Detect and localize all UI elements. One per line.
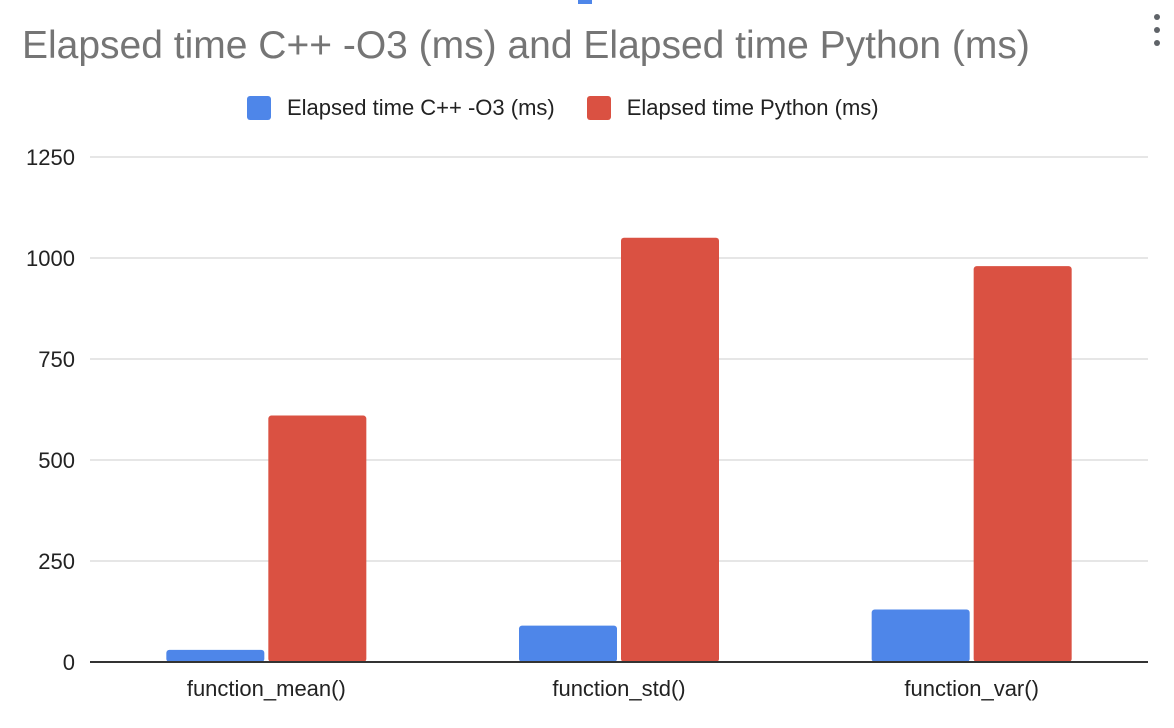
more-vert-icon[interactable]: [1152, 14, 1162, 46]
y-tick-label: 0: [63, 650, 75, 675]
bar-python-1[interactable]: [268, 415, 367, 662]
x-tick-label: function_mean(): [187, 676, 346, 701]
legend-label-cpp: Elapsed time C++ -O3 (ms): [287, 95, 555, 120]
menu-dot: [1154, 14, 1160, 20]
selection-marker: [578, 0, 592, 4]
legend-label-python: Elapsed time Python (ms): [626, 95, 879, 120]
bar-cpp-2[interactable]: [519, 625, 617, 662]
x-tick-label: function_std(): [552, 676, 685, 701]
legend-item-python: Elapsed time Python (ms): [586, 95, 879, 121]
bar-python-3[interactable]: [973, 266, 1072, 662]
y-tick-label: 1250: [26, 145, 75, 170]
bar-cpp-1[interactable]: [166, 649, 265, 662]
legend-item-cpp: Elapsed time C++ -O3 (ms): [247, 95, 555, 121]
legend-swatch-python: [586, 96, 611, 120]
menu-dot: [1154, 27, 1160, 33]
y-tick-label: 1000: [26, 246, 75, 271]
y-tick-label: 500: [38, 448, 75, 473]
legend: Elapsed time C++ -O3 (ms) Elapsed time P…: [247, 95, 911, 121]
chart-title: Elapsed time C++ -O3 (ms) and Elapsed ti…: [22, 24, 1030, 67]
y-tick-label: 250: [38, 549, 75, 574]
bar-cpp-3[interactable]: [871, 609, 970, 662]
y-tick-label: 750: [38, 347, 75, 372]
legend-swatch-cpp: [247, 96, 271, 120]
menu-dot: [1154, 40, 1160, 46]
x-tick-label: function_var(): [904, 676, 1039, 701]
bar-python-2[interactable]: [621, 237, 719, 663]
